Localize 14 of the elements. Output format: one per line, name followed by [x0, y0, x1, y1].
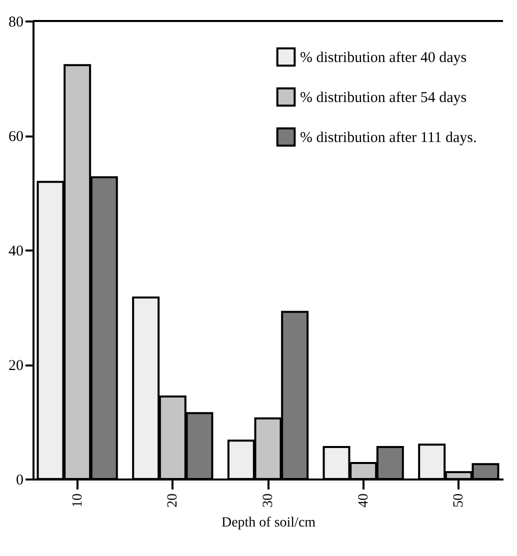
x-axis-title: Depth of soil/cm: [221, 516, 316, 530]
legend-label: % distribution after 111 days.: [300, 130, 477, 146]
legend-label: % distribution after 40 days: [300, 50, 467, 66]
y-tick-label: 40: [8, 244, 24, 260]
x-tick-label: 50: [452, 494, 467, 508]
legend-label: % distribution after 54 days: [300, 90, 467, 106]
y-tick-label: 20: [8, 358, 24, 374]
x-tick-label: 30: [261, 494, 276, 508]
y-tick-label: 60: [8, 129, 24, 145]
y-tick-label: 80: [8, 14, 24, 30]
x-tick-label: 10: [70, 494, 86, 508]
x-tick-label: 40: [356, 494, 372, 508]
y-tick-label: 0: [16, 472, 24, 488]
x-tick-label: 20: [166, 494, 181, 508]
